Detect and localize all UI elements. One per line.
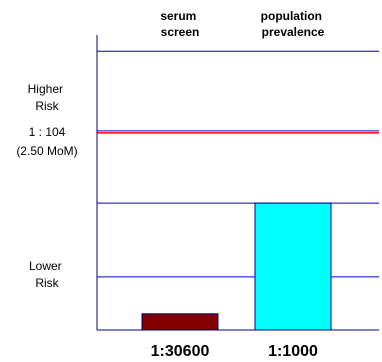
lower-risk-label: Lower Risk	[29, 259, 65, 290]
higher-risk-label: Higher Risk	[28, 82, 67, 113]
bars	[141, 202, 332, 331]
category-label-population-prevalence: population prevalence	[261, 9, 326, 39]
category-label-serum-screen: serum screen	[160, 9, 199, 39]
bar-serum-screen	[141, 313, 219, 331]
bottom-label-population-prevalence: 1:1000	[268, 343, 318, 360]
cutoff-mom-label: (2.50 MoM)	[16, 144, 77, 158]
bottom-label-serum-screen: 1:30600	[151, 343, 210, 360]
bar-population-prevalence	[254, 202, 332, 331]
gridlines	[97, 50, 379, 331]
cutoff-ratio-label: 1 : 104	[29, 125, 66, 139]
